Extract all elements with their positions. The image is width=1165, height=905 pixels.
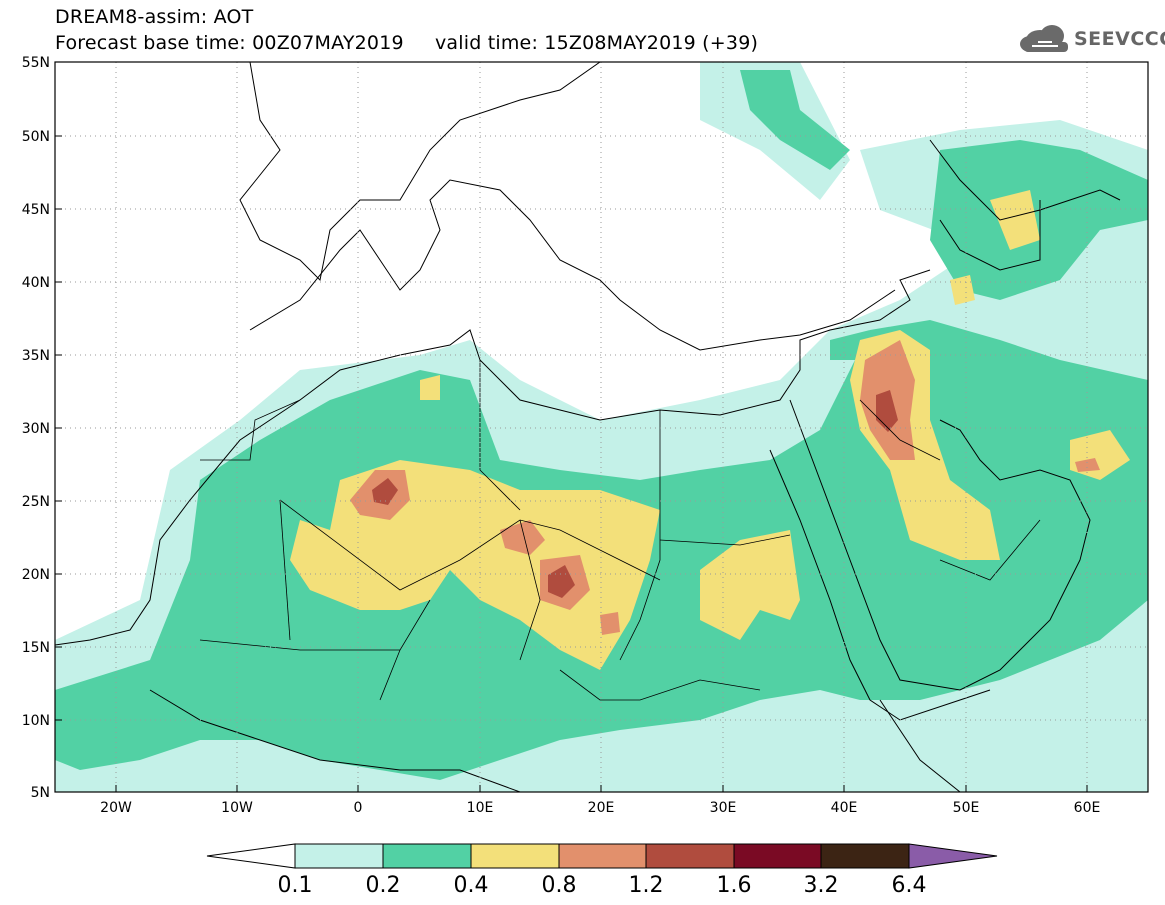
lat-label: 25N <box>22 494 50 510</box>
lon-label: 10W <box>221 800 253 816</box>
country-borders <box>199 360 1041 701</box>
logo-text: SEEVCCC <box>1074 28 1165 50</box>
forecast-time-line: Forecast base time: 00Z07MAY2019 valid t… <box>55 32 759 54</box>
colorbar-label: 0.2 <box>366 873 401 898</box>
colorbar-swatch <box>645 843 735 869</box>
colorbar-label: 0.1 <box>278 873 313 898</box>
colorbar-label: 3.2 <box>804 873 839 898</box>
lon-label: 20E <box>588 800 615 816</box>
colorbar-low-extend <box>206 843 296 869</box>
latitude-labels: 55N 50N 45N 40N 35N 30N 25N 20N 15N 10N … <box>22 55 50 801</box>
aot-level-1-2 <box>372 390 898 598</box>
lat-label: 55N <box>22 55 50 71</box>
colorbar-label: 1.2 <box>629 873 664 898</box>
lat-label: 50N <box>22 129 50 145</box>
colorbar-label: 1.6 <box>717 873 752 898</box>
colorbar-label: 0.4 <box>454 873 489 898</box>
colorbar-label: 6.4 <box>892 873 927 898</box>
lon-label: 40E <box>831 800 858 816</box>
colorbar-swatch <box>733 843 822 869</box>
colorbar-swatch <box>294 843 384 869</box>
longitude-labels: 20W 10W 0 10E 20E 30E 40E 50E 60E <box>100 800 1100 816</box>
tick-marks <box>55 61 1088 793</box>
lat-label: 30N <box>22 421 50 437</box>
lon-label: 30E <box>710 800 737 816</box>
lat-label: 45N <box>22 202 50 218</box>
colorbar-swatch <box>558 843 647 869</box>
colorbar-swatch <box>382 843 472 869</box>
cloud-icon <box>1020 25 1068 52</box>
colorbar-swatch <box>820 843 910 869</box>
lon-label: 0 <box>354 800 363 816</box>
map-title: DREAM8-assim: AOT <box>55 6 254 28</box>
colorbar: 0.1 0.2 0.4 0.8 1.2 1.6 3.2 6.4 <box>206 843 998 898</box>
seevccc-logo: SEEVCCC <box>1018 22 1165 56</box>
lon-label: 20W <box>100 800 132 816</box>
lat-label: 10N <box>22 713 50 729</box>
lat-label: 35N <box>22 348 50 364</box>
colorbar-high-extend <box>908 843 998 869</box>
lat-label: 20N <box>22 567 50 583</box>
aot-fields <box>55 62 1148 792</box>
lat-label: 40N <box>22 275 50 291</box>
colorbar-swatch <box>470 843 560 869</box>
lon-label: 60E <box>1074 800 1101 816</box>
lat-label: 5N <box>31 785 50 801</box>
grid-lines <box>55 62 1148 792</box>
colorbar-label: 0.8 <box>542 873 577 898</box>
lon-label: 10E <box>467 800 494 816</box>
lon-label: 50E <box>953 800 980 816</box>
lat-label: 15N <box>22 640 50 656</box>
